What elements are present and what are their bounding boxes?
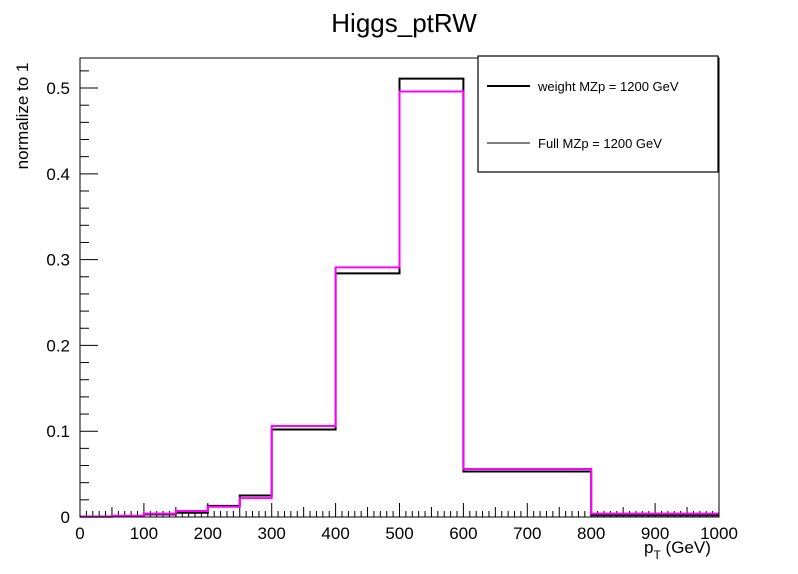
chart-title: Higgs_ptRW <box>331 8 477 38</box>
y-axis-title: normalize to 1 <box>13 63 32 170</box>
x-tick-label: 100 <box>130 524 158 543</box>
x-tick-label: 500 <box>385 524 413 543</box>
y-axis-ticks: 0 0.1 0.2 0.3 0.4 0.5 <box>46 70 98 527</box>
x-axis-title-unit: (GeV) <box>661 538 711 557</box>
x-tick-label: 300 <box>258 524 286 543</box>
plot-frame <box>79 57 720 518</box>
y-tick-label: 0.4 <box>46 165 70 184</box>
x-tick-label: 600 <box>449 524 477 543</box>
x-axis-title-subscript: T <box>653 548 661 562</box>
x-axis-title: pT (GeV) <box>644 538 711 562</box>
x-axis-ticks: 0 100 200 300 400 500 600 700 800 900 1000 <box>75 503 738 543</box>
x-tick-label: 0 <box>75 524 84 543</box>
legend: weight MZp = 1200 GeV Full MZp = 1200 Ge… <box>477 55 719 173</box>
legend-label-weight: weight MZp = 1200 GeV <box>537 79 679 94</box>
y-tick-label: 0 <box>61 508 70 527</box>
x-tick-label: 400 <box>321 524 349 543</box>
y-tick-label: 0.2 <box>46 336 70 355</box>
y-tick-label: 0.5 <box>46 79 70 98</box>
y-tick-label: 0.3 <box>46 251 70 270</box>
x-tick-label: 700 <box>513 524 541 543</box>
series-1-histogram <box>80 90 719 518</box>
x-tick-label: 800 <box>577 524 605 543</box>
legend-box <box>477 55 719 173</box>
series-layer <box>80 77 719 518</box>
x-tick-label: 200 <box>194 524 222 543</box>
x-tick-label: 1000 <box>700 524 738 543</box>
y-tick-label: 0.1 <box>46 422 70 441</box>
x-tick-label: 900 <box>641 524 669 543</box>
x-axis-title-main: p <box>644 538 653 557</box>
legend-label-full: Full MZp = 1200 GeV <box>538 136 662 151</box>
